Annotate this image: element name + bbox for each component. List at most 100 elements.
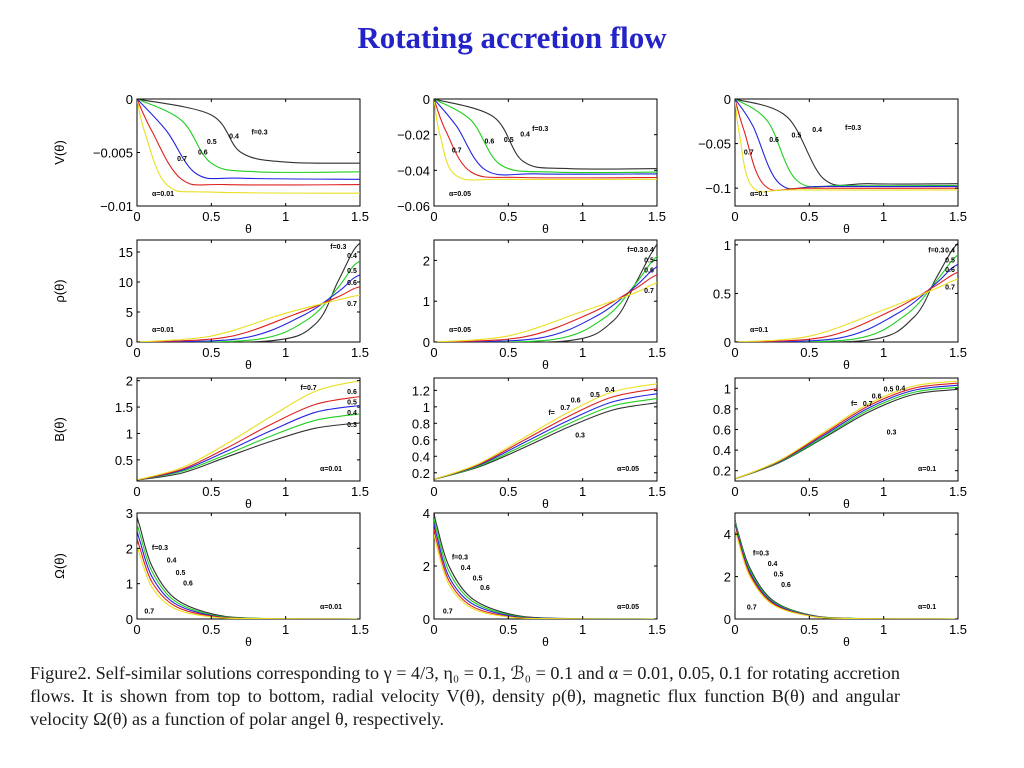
series-line-0.4 xyxy=(735,99,958,188)
series-line-f0.7 xyxy=(434,383,657,480)
y-tick-label: 0 xyxy=(423,335,430,350)
plot-frame xyxy=(734,239,959,343)
x-tick-label: 0.5 xyxy=(499,622,517,637)
alpha-label: α=0.01 xyxy=(320,604,342,611)
panel-r2-c1: 0 0.5 1 1.5 0 5 10 15 θ ρ(θ) α=0.01 f=0.30.4 0.5 0.6 0… xyxy=(52,239,369,372)
plot-frame xyxy=(136,98,361,207)
x-tick-label: 0 xyxy=(731,345,738,360)
x-tick-label: 1 xyxy=(880,622,887,637)
x-tick-label: 1 xyxy=(579,622,586,637)
curve-annotation: 0.6 xyxy=(183,580,193,587)
y-axis-label: V(θ) xyxy=(52,140,67,165)
curve-annotation: 0.6 xyxy=(485,139,495,146)
alpha-label: α=0.01 xyxy=(152,327,174,334)
curve-annotation: f=0.3 xyxy=(330,244,346,251)
series-line-f0.3 xyxy=(735,99,958,186)
curve-annotation: 0.3 xyxy=(347,422,357,429)
y-tick-label: 0.2 xyxy=(713,464,731,479)
series-line-0.4 xyxy=(137,99,360,173)
x-tick-label: 0 xyxy=(731,622,738,637)
alpha-label: α=0.01 xyxy=(152,191,174,198)
y-tick-label: 1 xyxy=(423,294,430,309)
x-axis-label: θ xyxy=(542,222,549,236)
curve-annotation: 0.4 xyxy=(945,248,955,255)
y-tick-label: 4 xyxy=(423,506,430,521)
curve-annotation: 0.5 xyxy=(644,257,654,264)
x-tick-label: 0 xyxy=(731,484,738,499)
x-tick-label: 0 xyxy=(133,345,140,360)
chart-grid: 0 0.5 1 1.50−0.005−0.01θV(θ)α=0.01f=0.30.40… xyxy=(52,92,967,649)
y-tick-label: 1 xyxy=(724,381,731,396)
y-tick-label: 0.8 xyxy=(713,402,731,417)
curve-annotation: 0.7 xyxy=(452,148,462,155)
plot-frame xyxy=(734,98,959,207)
series-line-0.4 xyxy=(434,99,657,174)
y-tick-label: 0.2 xyxy=(412,466,430,481)
curve-annotation: 0.5 xyxy=(207,139,217,146)
curve-annotation: 0.7 xyxy=(144,609,154,616)
x-tick-label: 1 xyxy=(880,484,887,499)
curve-annotation: 0.4 xyxy=(167,557,177,564)
x-tick-label: 0 xyxy=(133,622,140,637)
y-tick-label: −0.02 xyxy=(397,128,430,143)
curve-annotation: 0.6 xyxy=(945,267,955,274)
y-tick-label: 0 xyxy=(724,92,731,107)
x-tick-label: 0 xyxy=(430,622,437,637)
curve-annotation: 0.5 xyxy=(590,392,600,399)
panel-r1-c2: 0 0.5 1 1.5 0 −0.02 −0.04 −0.06 θ α=0.05 f=0.30.4 0… xyxy=(397,92,666,236)
y-tick-label: 0 xyxy=(724,612,731,627)
alpha-label: α=0.05 xyxy=(617,466,639,473)
y-tick-label: 0.6 xyxy=(713,423,731,438)
curve-annotation: 0.4 xyxy=(347,410,357,417)
x-tick-label: 1.5 xyxy=(949,484,967,499)
y-tick-label: 0 xyxy=(423,612,430,627)
y-tick-label: 1 xyxy=(724,238,731,253)
y-tick-label: 0.8 xyxy=(412,416,430,431)
y-tick-label: 2 xyxy=(724,570,731,585)
series-line-f0.3 xyxy=(434,99,657,170)
series-line-0.6 xyxy=(434,274,657,342)
x-tick-label: 1.5 xyxy=(949,622,967,637)
curve-annotation: 0.7 xyxy=(644,288,654,295)
curve-annotation: f=0.3 xyxy=(152,545,168,552)
panel-r3-c3: 0 0.5 1 1.50.20.40.60.81θα=0.10.40.50.60.7f… xyxy=(713,377,967,511)
x-tick-label: 1.5 xyxy=(351,209,369,224)
series-line-0.7 xyxy=(137,294,360,342)
curve-annotation: 0.4 xyxy=(768,561,778,568)
alpha-label: α=0.01 xyxy=(320,466,342,473)
x-tick-label: 0.5 xyxy=(499,209,517,224)
series-line-0.6 xyxy=(434,99,657,179)
x-tick-label: 1.5 xyxy=(949,345,967,360)
y-tick-label: 2 xyxy=(126,541,133,556)
curve-annotation: f= xyxy=(851,401,857,408)
curve-annotation: 0.6 xyxy=(347,280,357,287)
plot-frame xyxy=(433,98,658,207)
x-axis-label: θ xyxy=(843,635,850,649)
alpha-label: α=0.1 xyxy=(750,191,768,198)
x-axis-label: θ xyxy=(245,497,252,511)
x-tick-label: 0.5 xyxy=(800,622,818,637)
series-line-0.5 xyxy=(137,274,360,342)
x-tick-label: 1 xyxy=(282,622,289,637)
y-tick-label: −0.06 xyxy=(397,199,430,214)
x-tick-label: 0.5 xyxy=(202,622,220,637)
series-line-f0.7 xyxy=(137,380,360,481)
y-tick-label: 10 xyxy=(119,275,133,290)
x-tick-label: 1 xyxy=(282,209,289,224)
curve-annotation: 0.7 xyxy=(747,604,757,611)
curve-annotation: 0.5 xyxy=(473,576,483,583)
curve-annotation: 0.4 xyxy=(520,131,530,138)
curve-annotation: 0.3 xyxy=(887,430,897,437)
plot-frame xyxy=(136,377,361,482)
x-tick-label: 1 xyxy=(579,484,586,499)
curve-annotation: 0.4 xyxy=(812,127,822,134)
alpha-label: α=0.1 xyxy=(918,604,936,611)
y-tick-label: 1 xyxy=(423,400,430,415)
curve-annotation: 0.3 xyxy=(575,432,585,439)
curve-annotation: f=0.3 xyxy=(928,248,944,255)
series-line-0.5 xyxy=(434,266,657,342)
curve-annotation: 0.5 xyxy=(347,268,357,275)
panel-r4-c1: 0 0.5 1 1.5 0 1 2 3 θ Ω(θ) α=0.01 f=0.3 0.4 0.5 0.6 0.7 xyxy=(52,506,369,649)
curve-annotation: 0.5 xyxy=(774,572,784,579)
series-line-0.5 xyxy=(137,404,360,481)
